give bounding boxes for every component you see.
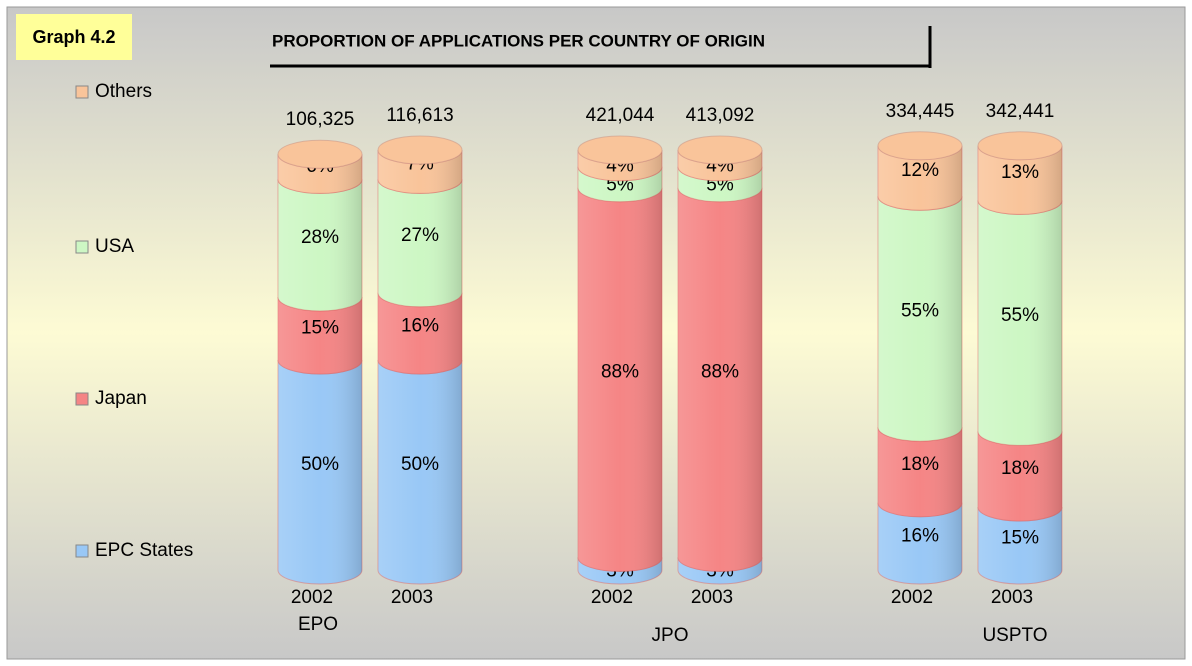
x-tick-label: 2003 — [691, 587, 733, 608]
value-label: 50% — [301, 454, 339, 475]
value-label: 18% — [901, 454, 939, 475]
bar-shade — [578, 166, 662, 202]
value-label: 16% — [901, 525, 939, 546]
value-label: 13% — [1001, 162, 1039, 183]
bar-shade — [678, 166, 762, 202]
bar-shade — [378, 292, 462, 374]
legend-swatch — [75, 240, 89, 254]
x-tick-label: 2003 — [991, 587, 1033, 608]
bar-shade — [978, 145, 1062, 215]
bar-shade — [378, 360, 462, 584]
bar-shade — [978, 200, 1062, 446]
bar-shade — [678, 150, 762, 181]
value-label: 12% — [901, 160, 939, 181]
value-label: 55% — [1001, 305, 1039, 326]
bar-shade — [878, 502, 962, 584]
value-label: 28% — [301, 227, 339, 248]
legend-label: Japan — [95, 388, 147, 409]
bar-shade — [378, 179, 462, 307]
bar-shade — [678, 557, 762, 584]
bar-shade — [578, 187, 662, 572]
label-box — [16, 14, 132, 60]
legend-label: EPC States — [95, 540, 193, 561]
x-tick-label: 2002 — [291, 587, 333, 608]
x-tick-label: 2003 — [391, 587, 433, 608]
value-label: 15% — [1001, 528, 1039, 549]
legend-label: Others — [95, 81, 152, 102]
graph-label: Graph 4.2 — [32, 27, 115, 47]
group-label: EPO — [298, 614, 338, 635]
bar-shade — [978, 507, 1062, 584]
bar-cap — [877, 131, 963, 161]
chart-title: PROPORTION OF APPLICATIONS PER COUNTRY O… — [272, 31, 765, 50]
group-label: JPO — [652, 625, 689, 646]
bar-cap — [977, 131, 1063, 161]
legend-label: USA — [95, 236, 134, 257]
value-label: 88% — [601, 362, 639, 383]
legend-swatch — [75, 85, 89, 99]
total-label: 413,092 — [686, 105, 755, 126]
value-label: 55% — [901, 301, 939, 322]
bar-shade — [278, 360, 362, 584]
bar-shade — [978, 431, 1062, 521]
bar-shade — [878, 145, 962, 211]
bar-cap — [677, 135, 763, 165]
bar-shade — [878, 427, 962, 517]
bar-shade — [578, 557, 662, 584]
value-label: 15% — [301, 318, 339, 339]
value-label: 50% — [401, 454, 439, 475]
total-label: 106,325 — [286, 109, 355, 130]
bar-cap — [577, 135, 663, 165]
bar-shade — [678, 187, 762, 572]
legend-swatch — [75, 544, 89, 558]
group-label: USPTO — [982, 625, 1047, 646]
bar-cap — [277, 139, 363, 169]
bar-shade — [278, 297, 362, 374]
bar-shade — [378, 150, 462, 194]
bar-cap — [377, 135, 463, 165]
total-label: 421,044 — [586, 105, 655, 126]
bar-shade — [878, 196, 962, 442]
total-label: 342,441 — [986, 101, 1055, 122]
value-label: 27% — [401, 225, 439, 246]
bar-shade — [278, 154, 362, 194]
total-label: 116,613 — [386, 105, 453, 126]
x-tick-label: 2002 — [591, 587, 633, 608]
value-label: 18% — [1001, 458, 1039, 479]
bar-shade — [578, 150, 662, 181]
total-label: 334,445 — [886, 101, 955, 122]
value-label: 16% — [401, 315, 439, 336]
value-label: 88% — [701, 362, 739, 383]
bar-shade — [278, 179, 362, 311]
legend-swatch — [75, 392, 89, 406]
x-tick-label: 2002 — [891, 587, 933, 608]
